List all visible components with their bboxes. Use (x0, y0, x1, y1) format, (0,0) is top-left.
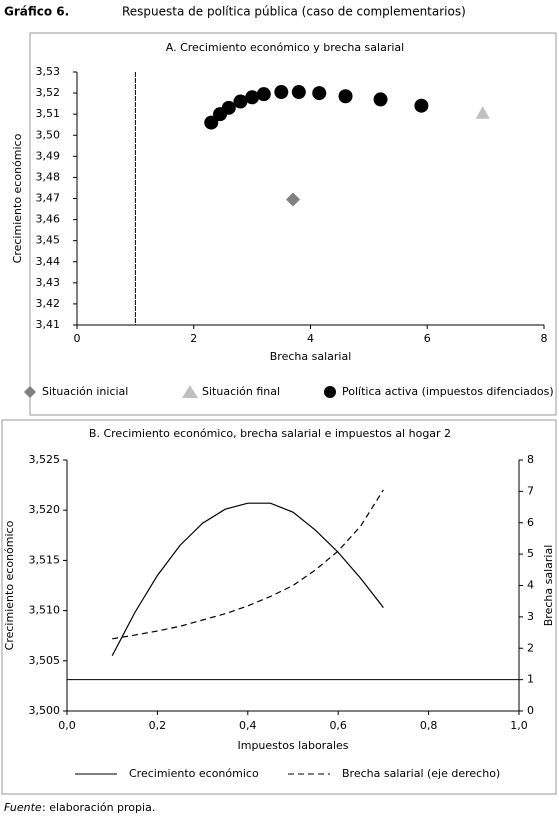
y-tick-label: 3,49 (36, 149, 61, 162)
y-tick-label: 3,48 (36, 170, 61, 183)
legend-label: Crecimiento económico (129, 767, 259, 780)
legend-label: Situación final (202, 385, 280, 398)
y-tick-label: 3,51 (36, 107, 61, 120)
point (312, 86, 327, 101)
y-tick-label: 3,505 (29, 654, 61, 667)
point (285, 192, 300, 207)
y2-tick-label: 3 (527, 610, 534, 623)
legend-marker (24, 386, 36, 398)
y2-tick-label: 1 (527, 673, 534, 686)
point (291, 85, 306, 100)
y-tick-label: 3,515 (29, 553, 61, 566)
y-axis-label: Crecimiento económico (11, 133, 24, 263)
chart-title: B. Crecimiento económico, brecha salaria… (89, 427, 451, 440)
source-text: : elaboración propia. (42, 801, 155, 814)
legend-marker (182, 385, 198, 398)
x-tick-label: 6 (424, 332, 431, 345)
source-label: Fuente (4, 801, 42, 814)
y2-tick-label: 6 (527, 516, 534, 529)
x-axis-label: Brecha salarial (270, 350, 352, 363)
line-series (112, 489, 384, 640)
point (475, 106, 490, 119)
x-tick-label: 4 (307, 332, 314, 345)
y2-tick-label: 8 (527, 453, 534, 466)
y-tick-label: 3,47 (36, 192, 61, 205)
legend-label: Brecha salarial (eje derecho) (342, 767, 500, 780)
x-axis-label: Impuestos laborales (237, 739, 348, 752)
x-tick-label: 0,8 (420, 719, 438, 732)
y-tick-label: 3,510 (29, 604, 61, 617)
y-tick-label: 3,46 (36, 213, 61, 226)
y-tick-label: 3,500 (29, 704, 61, 717)
point (233, 94, 248, 109)
figure-title: Respuesta de política pública (caso de c… (122, 5, 466, 19)
point (338, 89, 353, 104)
y2-tick-label: 2 (527, 641, 534, 654)
y-tick-label: 3,41 (36, 318, 61, 331)
y-tick-label: 3,50 (36, 128, 61, 141)
point (373, 92, 388, 107)
y-axis-label: Crecimiento económico (3, 520, 16, 650)
point (204, 115, 219, 130)
chart-title: A. Crecimiento económico y brecha salari… (166, 41, 404, 54)
point (414, 98, 429, 113)
legend-label: Situación inicial (42, 385, 128, 398)
x-tick-label: 0,6 (329, 719, 347, 732)
y2-tick-label: 4 (527, 579, 534, 592)
y-tick-label: 3,43 (36, 276, 61, 289)
y-tick-label: 3,45 (36, 234, 61, 247)
y-tick-label: 3,44 (36, 255, 61, 268)
panel-frame (29, 32, 557, 416)
line-series (111, 502, 384, 657)
y-tick-label: 3,42 (36, 297, 61, 310)
panel-frame (1, 419, 557, 795)
x-tick-label: 8 (541, 332, 548, 345)
y2-tick-label: 0 (527, 704, 534, 717)
y-tick-label: 3,53 (36, 65, 61, 78)
y-tick-label: 3,525 (29, 453, 61, 466)
y2-axis-label: Brecha salarial (542, 545, 555, 627)
x-tick-label: 2 (190, 332, 197, 345)
x-tick-label: 0,2 (149, 719, 167, 732)
x-tick-label: 0,0 (58, 719, 76, 732)
point (274, 85, 289, 100)
y-tick-label: 3,520 (29, 503, 61, 516)
y2-tick-label: 5 (527, 547, 534, 560)
point (256, 87, 271, 102)
x-tick-label: 1,0 (510, 719, 528, 732)
point (221, 100, 236, 115)
x-tick-label: 0 (74, 332, 81, 345)
y2-tick-label: 7 (527, 484, 534, 497)
x-tick-label: 0,4 (239, 719, 257, 732)
y-tick-label: 3,52 (36, 86, 61, 99)
legend-label: Política activa (impuestos difenciados) (342, 385, 554, 398)
figure-label: Gráfico 6. (4, 5, 69, 19)
legend-marker (324, 386, 336, 398)
point (245, 90, 260, 105)
